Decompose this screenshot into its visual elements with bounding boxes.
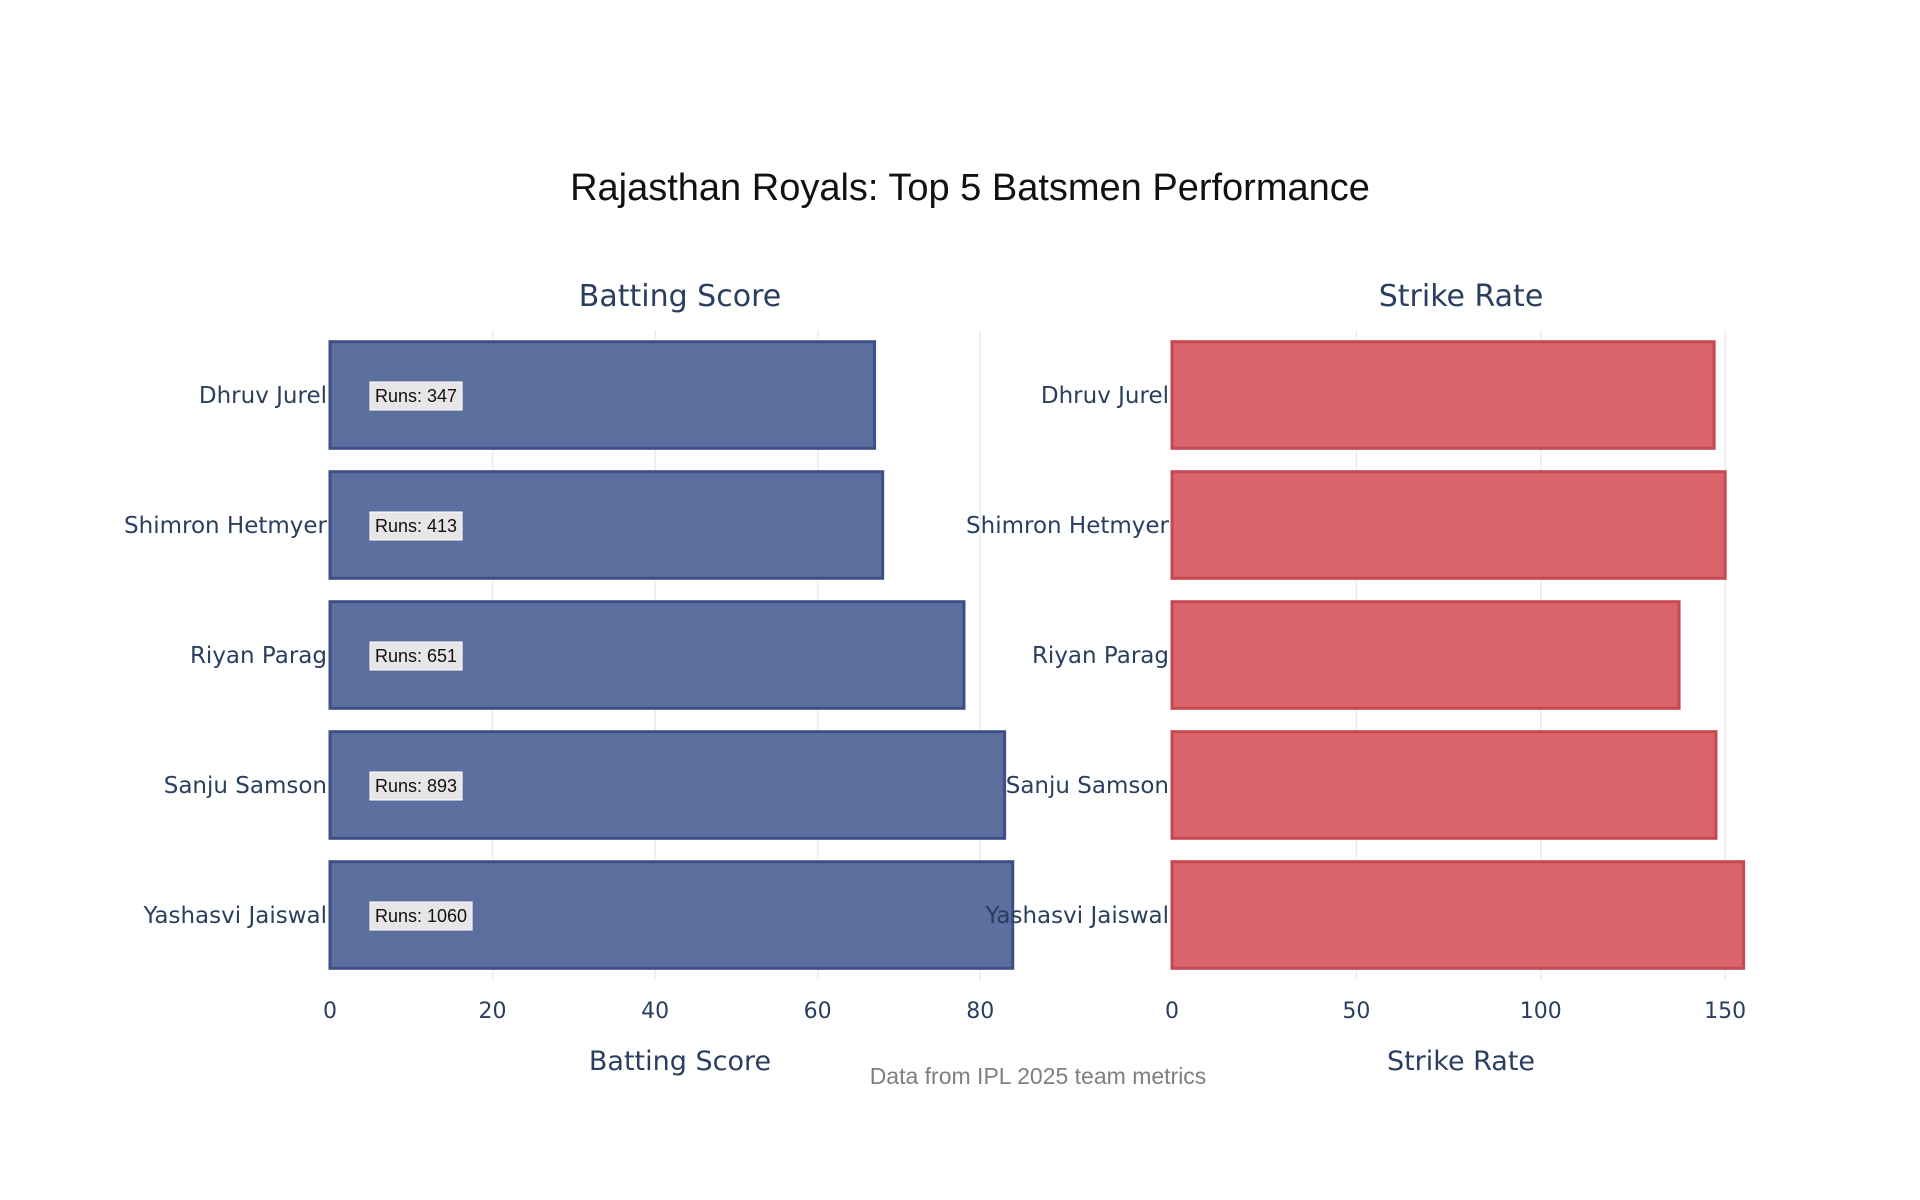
batting-score-run-label-text-riyan-parag: Runs: 651 — [375, 646, 457, 666]
batting-score-panel: Batting Score Runs: 347 Runs: 413 Runs: 65… — [124, 279, 1015, 1077]
strike-rate-category-label-yashasvi-jaiswal: Yashasvi Jaiswal — [985, 903, 1169, 929]
strike-rate-tick-label-100: 100 — [1520, 999, 1562, 1024]
source-footnote: Data from IPL 2025 team metrics — [870, 1063, 1207, 1089]
batting-score-axis-title: Batting Score — [589, 1046, 771, 1077]
strike-rate-panel-title: Strike Rate — [1379, 279, 1544, 314]
strike-rate-bar-dhruv-jurel — [1170, 340, 1716, 450]
batting-score-run-label-box-yashasvi-jaiswal — [369, 901, 473, 931]
strike-rate-category-label-dhruv-jurel: Dhruv Jurel — [1041, 383, 1169, 409]
batting-score-panel-title: Batting Score — [579, 279, 781, 314]
strike-rate-bar-riyan-parag — [1170, 600, 1681, 710]
strike-rate-category-label-riyan-parag: Riyan Parag — [1032, 643, 1169, 669]
batting-score-run-label-sanju-samson: Runs: 893 — [369, 771, 463, 801]
chart-title: Rajasthan Royals: Top 5 Batsmen Performa… — [570, 167, 1370, 209]
batting-score-run-label-riyan-parag: Runs: 651 — [369, 641, 463, 671]
batting-score-run-label-box-sanju-samson — [369, 771, 463, 801]
batting-score-run-label-text-yashasvi-jaiswal: Runs: 1060 — [375, 906, 467, 926]
batting-score-tick-label-60: 60 — [804, 999, 832, 1024]
batting-score-run-label-shimron-hetmyer: Runs: 413 — [369, 511, 463, 541]
batting-score-category-label-shimron-hetmyer: Shimron Hetmyer — [124, 513, 328, 539]
strike-rate-bar-shimron-hetmyer — [1170, 470, 1727, 580]
batting-score-tick-label-80: 80 — [966, 999, 994, 1024]
strike-rate-bar-sanju-samson — [1170, 730, 1718, 840]
batting-score-tick-label-20: 20 — [479, 999, 507, 1024]
strike-rate-tick-label-0: 0 — [1165, 999, 1179, 1024]
strike-rate-category-labels: Dhruv Jurel Shimron Hetmyer Riyan Parag San… — [966, 383, 1170, 929]
batting-score-category-label-dhruv-jurel: Dhruv Jurel — [199, 383, 327, 409]
batting-score-run-label-dhruv-jurel: Runs: 347 — [369, 381, 463, 411]
batting-score-category-label-sanju-samson: Sanju Samson — [164, 773, 327, 799]
batting-score-run-labels: Runs: 347 Runs: 413 Runs: 651 Runs: 893 Runs… — [369, 381, 473, 931]
batting-score-category-labels: Dhruv Jurel Shimron Hetmyer Riyan Parag San… — [124, 383, 328, 929]
strike-rate-bar-yashasvi-jaiswal — [1170, 860, 1746, 970]
strike-rate-tick-labels: 0 50 100 150 — [1165, 999, 1746, 1024]
batting-score-tick-labels: 0 20 40 60 80 — [323, 999, 994, 1024]
batting-score-tick-label-40: 40 — [641, 999, 669, 1024]
batting-score-run-label-text-sanju-samson: Runs: 893 — [375, 776, 457, 796]
strike-rate-tick-label-150: 150 — [1704, 999, 1746, 1024]
strike-rate-axis-title: Strike Rate — [1387, 1046, 1535, 1077]
batting-score-run-label-box-riyan-parag — [369, 641, 463, 671]
batting-score-run-label-box-dhruv-jurel — [369, 381, 463, 411]
batting-score-category-label-yashasvi-jaiswal: Yashasvi Jaiswal — [143, 903, 327, 929]
strike-rate-tick-label-50: 50 — [1342, 999, 1370, 1024]
batting-score-tick-label-0: 0 — [323, 999, 337, 1024]
batting-score-run-label-text-dhruv-jurel: Runs: 347 — [375, 386, 457, 406]
batting-score-category-label-riyan-parag: Riyan Parag — [190, 643, 327, 669]
strike-rate-category-label-shimron-hetmyer: Shimron Hetmyer — [966, 513, 1170, 539]
batting-score-run-label-yashasvi-jaiswal: Runs: 1060 — [369, 901, 473, 931]
strike-rate-category-label-sanju-samson: Sanju Samson — [1006, 773, 1169, 799]
strike-rate-panel: Strike Rate Dhruv Jurel Shimron Hetmyer Ri… — [966, 279, 1746, 1077]
batting-score-run-label-box-shimron-hetmyer — [369, 511, 463, 541]
batting-score-run-label-text-shimron-hetmyer: Runs: 413 — [375, 516, 457, 536]
strike-rate-bars — [1170, 340, 1746, 970]
